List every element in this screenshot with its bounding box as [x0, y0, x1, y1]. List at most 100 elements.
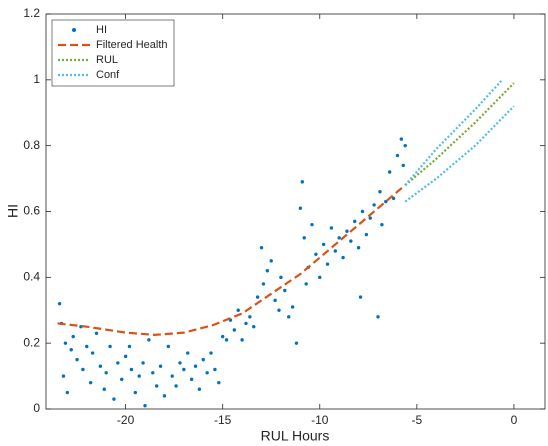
data-point — [294, 341, 299, 345]
data-point — [248, 315, 252, 319]
data-point — [220, 334, 225, 339]
data-point — [376, 315, 380, 319]
legend-label: RUL — [96, 54, 118, 66]
data-point — [147, 338, 151, 342]
data-point — [401, 163, 405, 168]
data-point — [201, 357, 205, 362]
legend-label: HI — [96, 24, 107, 36]
data-point — [358, 295, 363, 299]
data-point — [108, 344, 112, 349]
data-point — [287, 315, 291, 319]
data-point — [356, 246, 361, 250]
data-point — [85, 344, 89, 349]
data-point — [166, 344, 171, 349]
data-point — [193, 364, 198, 368]
data-point — [300, 180, 304, 184]
data-point — [360, 209, 365, 214]
legend-label: Conf — [96, 69, 120, 81]
series-line-lower — [404, 105, 515, 203]
data-point — [337, 236, 341, 240]
data-point — [259, 246, 264, 250]
data-point — [133, 390, 138, 395]
data-point — [252, 325, 256, 329]
data-point — [205, 371, 209, 375]
data-point — [224, 338, 229, 342]
data-point — [403, 143, 407, 148]
y-tick-label: 0.2 — [23, 335, 40, 349]
data-point — [302, 236, 306, 240]
legend-marker — [72, 28, 76, 32]
data-point — [349, 239, 353, 243]
data-point — [333, 249, 338, 253]
data-point — [98, 364, 103, 368]
y-tick-label: 0 — [33, 401, 40, 415]
data-point — [71, 334, 75, 339]
data-point — [104, 371, 108, 375]
data-point — [283, 288, 287, 293]
y-tick-label: 1.2 — [23, 6, 40, 20]
data-point — [273, 298, 277, 303]
data-point — [353, 219, 357, 224]
data-point — [391, 196, 396, 201]
data-point — [162, 394, 167, 398]
data-point — [279, 275, 283, 280]
data-point — [127, 344, 132, 349]
data-point — [368, 216, 372, 220]
data-point — [143, 404, 147, 408]
x-tick-label: 0 — [511, 413, 518, 427]
data-point — [217, 380, 221, 385]
data-point — [364, 232, 369, 237]
data-point — [269, 259, 273, 263]
legend: HI Filtered Health RUL Conf — [51, 19, 175, 87]
data-point — [314, 252, 318, 256]
data-point — [277, 308, 281, 312]
data-point — [88, 380, 93, 385]
x-tick-label: -10 — [311, 413, 329, 427]
data-point — [213, 367, 217, 372]
data-point — [261, 282, 266, 286]
data-point — [186, 351, 190, 355]
data-point — [57, 301, 62, 306]
data-point — [174, 384, 178, 388]
data-point — [94, 331, 99, 335]
data-point — [154, 384, 159, 388]
data-point — [61, 374, 66, 378]
data-point — [265, 269, 270, 273]
data-point — [209, 351, 213, 355]
data-point — [329, 226, 334, 230]
y-tick-label: 0.4 — [23, 270, 40, 284]
data-point — [141, 361, 145, 365]
x-tick-label: -15 — [214, 413, 232, 427]
data-point — [298, 206, 303, 210]
data-point — [170, 374, 174, 378]
data-point — [158, 364, 163, 368]
data-point — [189, 377, 194, 382]
data-point — [151, 371, 155, 375]
x-tick-label: -5 — [412, 413, 423, 427]
data-point — [65, 390, 70, 395]
x-axis-label: RUL Hours — [261, 428, 330, 444]
data-point — [120, 377, 124, 382]
data-point — [112, 397, 116, 401]
data-point — [69, 348, 73, 352]
data-point — [395, 153, 400, 158]
data-point — [387, 170, 392, 174]
data-point — [129, 367, 134, 372]
data-point — [63, 341, 68, 345]
data-point — [81, 367, 85, 372]
legend-label: Filtered Health — [96, 39, 168, 51]
data-point — [236, 308, 240, 312]
y-tick-label: 0.6 — [23, 204, 40, 218]
data-point — [182, 367, 186, 372]
data-point — [341, 255, 345, 260]
x-tick-label: -20 — [117, 413, 135, 427]
data-point — [325, 262, 330, 266]
data-point — [321, 242, 326, 247]
data-point — [75, 357, 79, 362]
data-point — [197, 387, 202, 391]
data-point — [304, 282, 308, 286]
data-point — [244, 321, 248, 326]
data-point — [102, 387, 106, 391]
data-point — [345, 229, 349, 233]
